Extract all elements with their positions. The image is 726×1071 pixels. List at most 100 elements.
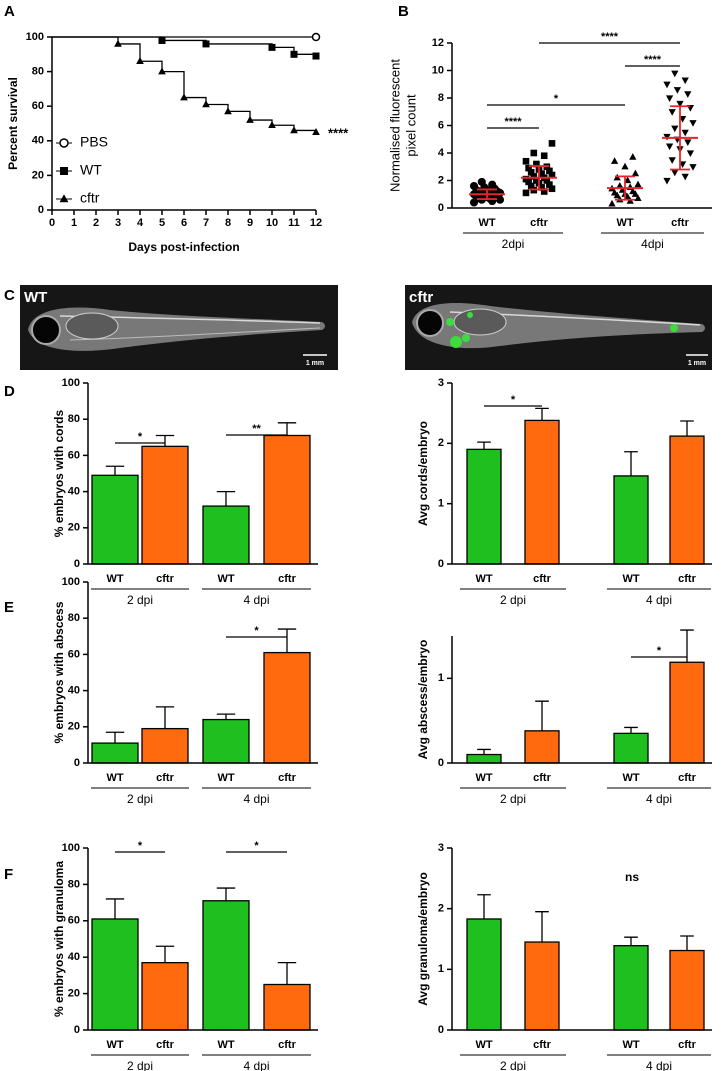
marker: [530, 173, 538, 180]
bar: [669, 661, 705, 764]
y-tick-label: 0: [74, 757, 80, 769]
x-tick-label: cftr: [533, 1039, 551, 1051]
error-bar: [535, 700, 549, 731]
marker: [527, 168, 535, 176]
x-tick-label: cftr: [678, 1039, 696, 1051]
significance-label: *: [254, 625, 259, 637]
marker: [548, 185, 556, 193]
bar: [466, 918, 502, 1031]
x-tick-label: 3: [115, 217, 121, 229]
sd-bar: [670, 105, 690, 171]
bar: [613, 945, 649, 1031]
y-tick-label: 0: [438, 202, 444, 214]
y-axis-label: Avg abscess/embryo: [416, 640, 430, 760]
marker: [136, 57, 144, 65]
error-bar: [105, 898, 125, 919]
error-bar: [105, 731, 125, 744]
marker: [290, 50, 298, 58]
image-label: WT: [24, 289, 47, 306]
error-bar: [216, 887, 236, 901]
legend-label: cftr: [80, 190, 100, 206]
marker: [522, 157, 530, 165]
image-wt: [20, 285, 338, 370]
y-tick-label: 80: [68, 878, 80, 890]
group-label: 2 dpi: [500, 1059, 526, 1071]
bar: [263, 434, 311, 565]
x-tick-label: WT: [475, 573, 492, 585]
bar: [263, 983, 311, 1031]
x-tick-label: WT: [622, 573, 639, 585]
marker: [689, 120, 697, 127]
y-tick-label: 3: [438, 842, 444, 854]
significance-label: *: [138, 431, 143, 443]
marker: [268, 121, 276, 129]
bar: [524, 941, 560, 1031]
bar: [91, 474, 139, 565]
error-bar: [277, 422, 297, 436]
marker: [686, 150, 695, 157]
marker: [621, 162, 629, 170]
y-tick-label: 20: [68, 522, 80, 534]
error-bar: [477, 441, 491, 450]
bar: [524, 419, 560, 565]
x-tick-label: cftr: [156, 1039, 174, 1051]
marker: [477, 177, 486, 186]
scale-bar-label: 1 mm: [688, 360, 706, 367]
y-tick-label: 40: [32, 135, 44, 147]
y-tick-label: 60: [68, 648, 80, 660]
marker: [546, 181, 553, 188]
marker: [59, 138, 69, 148]
error-bar: [216, 713, 236, 720]
x-tick-label: cftr: [678, 772, 696, 784]
bar: [613, 475, 649, 565]
y-tick-label: 3: [438, 377, 444, 389]
marker: [312, 127, 320, 135]
x-tick-label: cftr: [533, 772, 551, 784]
marker: [522, 189, 530, 197]
bar: [466, 448, 502, 565]
significance-label: *: [511, 394, 516, 406]
panel-letter: F: [4, 866, 13, 883]
marker: [665, 143, 674, 151]
y-axis-label: Normalised fluorescent: [387, 59, 402, 192]
error-bar: [624, 451, 638, 476]
x-tick-label: WT: [622, 1039, 639, 1051]
y-tick-label: 0: [38, 204, 44, 216]
marker: [681, 77, 689, 85]
group-label: 2dpi: [502, 237, 525, 251]
bar: [141, 962, 189, 1031]
y-tick-label: 4: [438, 147, 445, 159]
error-bar: [155, 945, 175, 963]
y-axis-label: % embryos with abscess: [52, 601, 66, 743]
group-label: 2 dpi: [127, 792, 153, 806]
y-axis-label: Percent survival: [6, 77, 20, 170]
x-tick-label: cftr: [678, 573, 696, 585]
y-tick-label: 12: [432, 37, 444, 49]
y-tick-label: 60: [68, 915, 80, 927]
error-bar: [277, 962, 297, 985]
marker: [525, 164, 532, 172]
marker: [538, 170, 545, 177]
y-tick-label: 0: [438, 1024, 444, 1036]
annotation: ns: [625, 870, 639, 884]
bar: [613, 732, 649, 764]
error-bar: [680, 935, 694, 951]
bar: [141, 727, 189, 764]
bar: [202, 900, 250, 1031]
y-tick-label: 100: [62, 576, 80, 588]
x-tick-label: 8: [225, 217, 231, 229]
panel-letter: D: [4, 383, 15, 400]
panel-letter: E: [4, 599, 14, 616]
marker: [527, 182, 535, 190]
y-tick-label: 60: [32, 100, 44, 112]
y-tick-label: 1: [438, 963, 444, 975]
x-tick-label: cftr: [533, 573, 551, 585]
x-tick-label: WT: [475, 1039, 492, 1051]
error-bar: [535, 911, 549, 943]
legend-label: WT: [80, 162, 102, 178]
y-tick-label: 40: [68, 486, 80, 498]
marker: [312, 52, 320, 60]
marker: [158, 67, 166, 75]
